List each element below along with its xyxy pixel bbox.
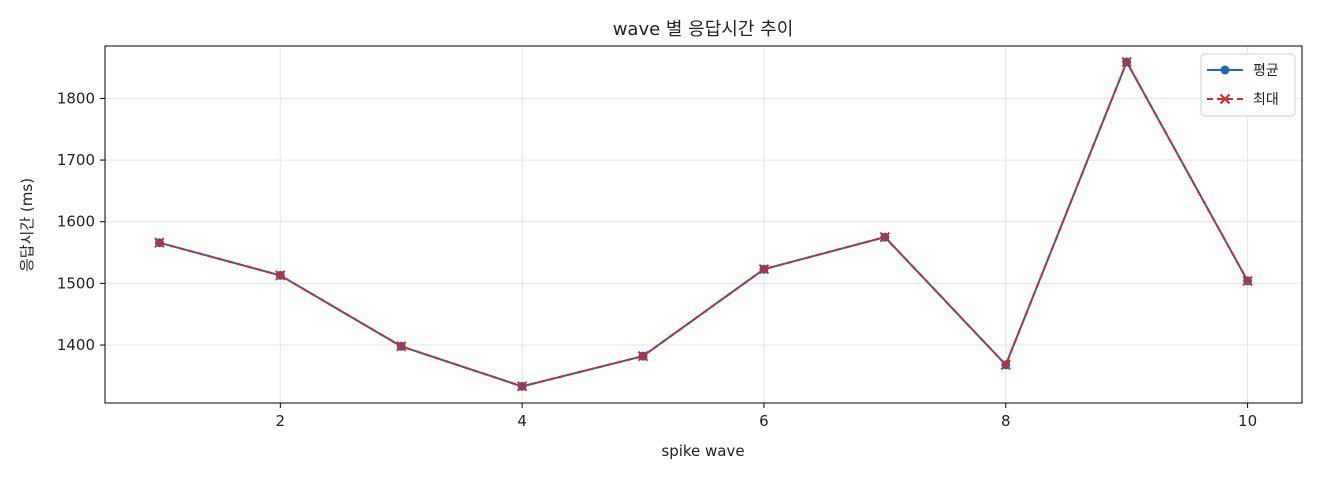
legend-marker-mean [1220,65,1230,75]
x-tick-label: 10 [1238,412,1257,430]
plot-frame [104,45,1303,404]
data-point-max [275,270,286,281]
data-point-max [758,263,770,275]
series-line-max [159,59,1249,388]
x-axis-label: spike wave [661,442,744,460]
data-point-max [516,381,528,392]
data-point-max [637,350,649,362]
y-tick-label: 1400 [57,336,95,354]
data-point-max [1242,275,1253,287]
legend-label-mean: 평균 [1253,63,1279,79]
x-tick-label: 8 [1001,412,1011,430]
y-axis-label: 응답시간 (ms) [18,178,36,272]
series-line-mean [159,59,1249,388]
data-point-max [154,237,165,248]
data-point-max [1000,359,1011,370]
legend-box [1200,53,1296,117]
legend-x-marker [1219,93,1231,105]
data-point-max [879,231,891,243]
y-tick-label: 1500 [57,274,95,292]
grid [105,46,1302,403]
x-tick-label: 4 [517,412,527,430]
legend-label-max: 최대 [1253,92,1279,108]
y-axis: 1400 1500 1600 1700 1800 [57,89,105,354]
x-tick-label: 2 [276,412,286,430]
data-point-max [1121,56,1132,68]
series-layer [154,56,1253,392]
y-tick-label: 1800 [57,89,95,107]
legend-marker-max [1219,93,1231,105]
chart-title: wave 별 응답시간 추이 [613,19,794,40]
x-tick-label: 6 [759,412,769,430]
data-point-max [396,341,407,352]
legend: 평균 최대 [1200,53,1296,117]
y-tick-label: 1600 [57,213,95,231]
y-tick-label: 1700 [57,151,95,169]
x-axis: 2 4 6 8 10 [276,403,1257,430]
